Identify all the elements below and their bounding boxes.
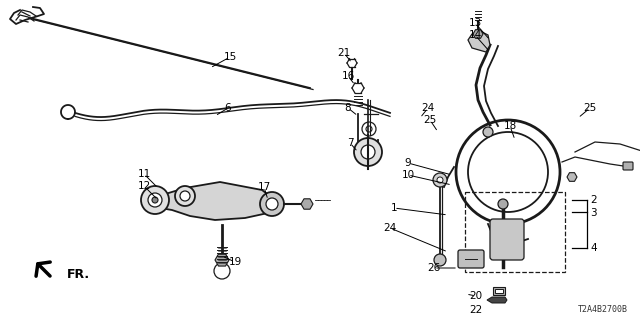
Circle shape bbox=[354, 138, 382, 166]
Text: 13: 13 bbox=[468, 18, 482, 28]
Text: 17: 17 bbox=[257, 182, 271, 192]
Circle shape bbox=[266, 198, 278, 210]
Text: 11: 11 bbox=[138, 169, 150, 179]
Text: 3: 3 bbox=[590, 208, 596, 218]
FancyBboxPatch shape bbox=[623, 162, 633, 170]
Circle shape bbox=[498, 199, 508, 209]
Bar bbox=[495, 289, 503, 293]
Polygon shape bbox=[567, 173, 577, 181]
Text: 1: 1 bbox=[390, 203, 397, 213]
Circle shape bbox=[148, 193, 162, 207]
Text: 15: 15 bbox=[223, 52, 237, 62]
Text: 9: 9 bbox=[404, 158, 412, 168]
Circle shape bbox=[260, 192, 284, 216]
Circle shape bbox=[361, 145, 375, 159]
Text: 19: 19 bbox=[228, 257, 242, 267]
Polygon shape bbox=[468, 32, 490, 52]
Text: 7: 7 bbox=[347, 138, 353, 148]
Text: 21: 21 bbox=[337, 48, 351, 58]
Text: 24: 24 bbox=[383, 223, 397, 233]
Circle shape bbox=[175, 186, 195, 206]
FancyBboxPatch shape bbox=[490, 219, 524, 260]
Polygon shape bbox=[487, 297, 507, 303]
Polygon shape bbox=[301, 199, 313, 209]
Circle shape bbox=[180, 191, 190, 201]
Polygon shape bbox=[473, 30, 483, 38]
Text: FR.: FR. bbox=[67, 268, 90, 282]
Text: 22: 22 bbox=[469, 305, 483, 315]
Circle shape bbox=[434, 254, 446, 266]
Text: 14: 14 bbox=[468, 30, 482, 40]
Text: 2: 2 bbox=[590, 195, 596, 205]
Text: 26: 26 bbox=[428, 263, 440, 273]
Text: 12: 12 bbox=[138, 181, 150, 191]
Text: 25: 25 bbox=[424, 115, 436, 125]
FancyBboxPatch shape bbox=[458, 250, 484, 268]
Text: 24: 24 bbox=[421, 103, 435, 113]
Text: 25: 25 bbox=[584, 103, 596, 113]
Text: 20: 20 bbox=[469, 291, 483, 301]
Text: 18: 18 bbox=[504, 121, 516, 131]
Polygon shape bbox=[215, 254, 229, 266]
Bar bbox=[465, 192, 565, 272]
Text: 8: 8 bbox=[345, 103, 351, 113]
Circle shape bbox=[141, 186, 169, 214]
Text: 16: 16 bbox=[341, 71, 355, 81]
Circle shape bbox=[152, 197, 158, 203]
Text: 4: 4 bbox=[590, 243, 596, 253]
Text: T2A4B2700B: T2A4B2700B bbox=[578, 305, 628, 314]
Circle shape bbox=[437, 177, 443, 183]
Bar bbox=[493, 287, 505, 295]
Text: 6: 6 bbox=[225, 103, 231, 113]
Polygon shape bbox=[150, 182, 275, 220]
Text: 10: 10 bbox=[401, 170, 415, 180]
Circle shape bbox=[483, 127, 493, 137]
Circle shape bbox=[433, 173, 447, 187]
